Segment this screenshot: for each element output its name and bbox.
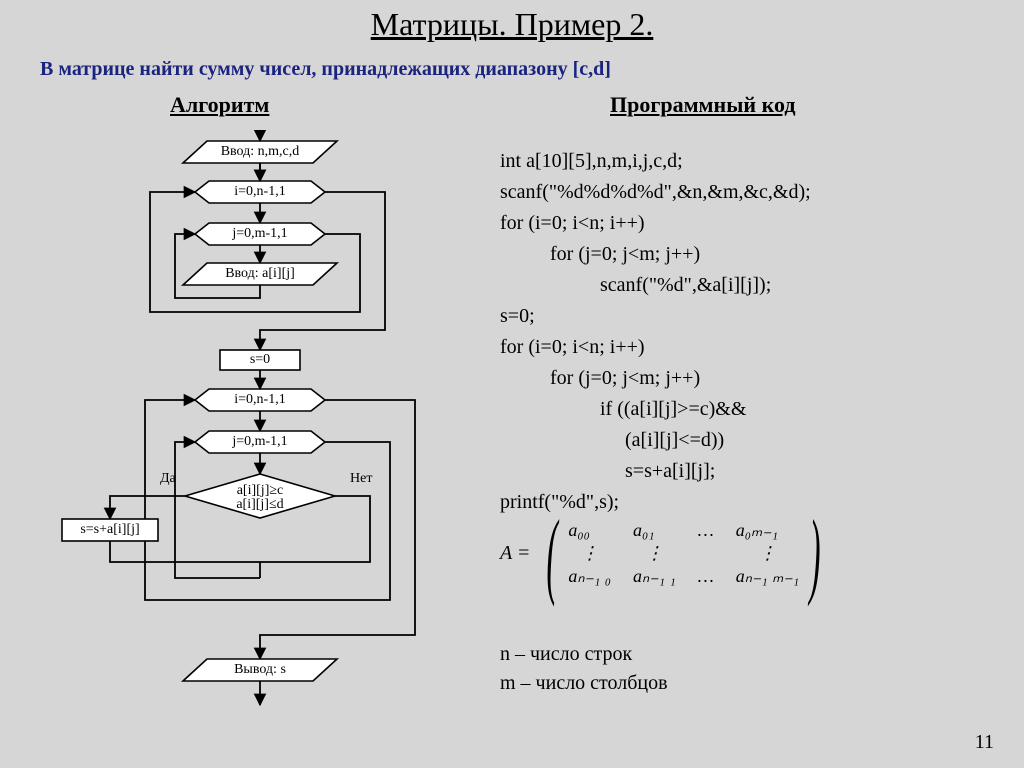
svg-text:Ввод: n,m,c,d: Ввод: n,m,c,d [221, 144, 300, 159]
svg-text:j=0,m-1,1: j=0,m-1,1 [231, 434, 287, 449]
matrix-cell: a₀₀ [568, 520, 611, 541]
svg-text:j=0,m-1,1: j=0,m-1,1 [231, 226, 287, 241]
note-m: m – число столбцов [500, 669, 668, 698]
matrix-lhs: A = [500, 542, 530, 565]
svg-text:Ввод: a[i][j]: Ввод: a[i][j] [225, 266, 295, 281]
svg-text:Нет: Нет [350, 471, 372, 486]
matrix-cell: aₙ₋₁ ₘ₋₁ [736, 566, 799, 587]
matrix-cell: ⋮ [633, 543, 676, 564]
matrix-formula: A = ( a₀₀ a₀₁ … a₀ₘ₋₁ ⋮ ⋮ ⋮ aₙ₋₁ ₀ aₙ₋₁ … [500, 520, 831, 587]
matrix-cell: ⋮ [736, 543, 799, 564]
svg-text:i=0,n-1,1: i=0,n-1,1 [234, 184, 285, 199]
matrix-cell: ⋮ [568, 543, 611, 564]
matrix-cell: … [698, 566, 714, 587]
svg-text:Вывод: s: Вывод: s [234, 662, 286, 677]
matrix-notes: n – число строк m – число столбцов [500, 640, 668, 698]
code-heading: Программный код [610, 92, 795, 118]
matrix-paren-left-icon: ( [547, 524, 558, 584]
matrix-paren-right-icon: ) [810, 524, 821, 584]
svg-text:Да: Да [160, 471, 177, 486]
algorithm-heading: Алгоритм [170, 92, 269, 118]
matrix-cell: aₙ₋₁ ₀ [568, 566, 611, 587]
matrix-cell: a₀ₘ₋₁ [736, 520, 799, 541]
matrix-cell: a₀₁ [633, 520, 676, 541]
svg-text:s=s+a[i][j]: s=s+a[i][j] [80, 522, 139, 537]
problem-statement: В матрице найти сумму чисел, принадлежащ… [40, 58, 611, 81]
svg-text:i=0,n-1,1: i=0,n-1,1 [234, 392, 285, 407]
matrix-cell: aₙ₋₁ ₁ [633, 566, 676, 587]
program-code: int a[10][5],n,m,i,j,c,d; scanf("%d%d%d%… [500, 146, 811, 518]
page-title: Матрицы. Пример 2. [0, 6, 1024, 43]
page-number: 11 [975, 731, 994, 754]
note-n: n – число строк [500, 640, 668, 669]
matrix-cell: … [698, 520, 714, 541]
flowchart: Да Нет Ввод: n,m,c,d i=0,n-1,1 j=0,m-1,1 Ввод… [30, 130, 460, 750]
svg-text:a[i][j]≥c: a[i][j]≥c [237, 483, 284, 498]
svg-text:a[i][j]≤d: a[i][j]≤d [236, 497, 283, 512]
svg-text:s=0: s=0 [250, 352, 270, 367]
